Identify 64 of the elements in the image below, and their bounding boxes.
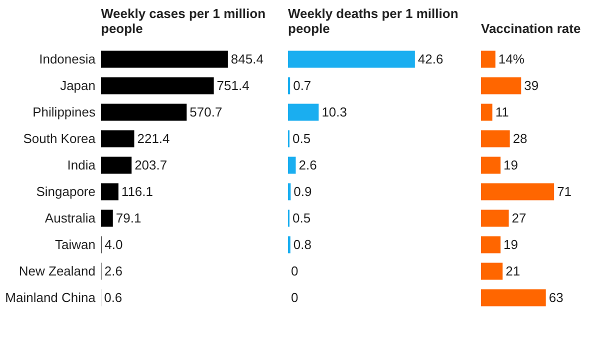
- data-label: 0.9: [294, 184, 312, 199]
- data-label: 116.1: [121, 184, 154, 199]
- data-label: 79.1: [116, 210, 142, 226]
- bar: [481, 50, 496, 68]
- data-label: 0.6: [104, 290, 122, 305]
- y-tick-label: South Korea: [23, 130, 96, 146]
- y-tick-label: Australia: [44, 210, 96, 226]
- data-label: 11: [495, 104, 509, 120]
- data-label: 751.4: [216, 78, 250, 93]
- data-label: 0: [291, 290, 298, 305]
- data-label: 203.7: [134, 157, 168, 172]
- bar: [101, 50, 228, 68]
- data-label: 570.7: [190, 104, 222, 120]
- data-label: 63: [548, 290, 564, 305]
- data-label: 71: [557, 184, 572, 199]
- y-tick-label: New Zealand: [18, 263, 96, 278]
- data-label: 0: [291, 263, 298, 278]
- data-label: 39: [524, 78, 539, 93]
- chart-title: Weekly deaths per 1 million people: [288, 6, 458, 36]
- bar: [288, 156, 296, 174]
- data-label: 19: [504, 236, 518, 252]
- bar: [481, 183, 554, 200]
- y-tick-label: Singapore: [36, 184, 96, 199]
- data-label: 4.0: [104, 236, 123, 252]
- bar: [101, 156, 132, 174]
- bar: [481, 77, 522, 94]
- data-label: 27: [512, 210, 526, 226]
- data-label: 21: [506, 263, 520, 278]
- bar: [481, 210, 509, 227]
- bar: [481, 236, 501, 254]
- data-label: 14%: [498, 51, 525, 66]
- y-tick-label: Japan: [60, 78, 96, 93]
- y-tick-label: India: [67, 157, 96, 172]
- bar: [101, 210, 113, 227]
- bar: [481, 289, 546, 306]
- y-tick-label: Mainland China: [5, 290, 96, 305]
- bar: [288, 50, 415, 68]
- data-label: 19: [504, 157, 518, 172]
- y-tick-label: Indonesia: [39, 51, 96, 66]
- data-label: 221.4: [137, 130, 170, 146]
- bar: [101, 104, 187, 121]
- bar: [481, 262, 503, 280]
- data-label: 0.8: [293, 236, 312, 252]
- bar: [481, 156, 501, 174]
- data-label: 0.5: [292, 210, 311, 226]
- data-label: 2.6: [104, 263, 122, 278]
- y-tick-label: Taiwan: [55, 236, 96, 252]
- bar: [101, 183, 118, 200]
- bar: [288, 104, 319, 121]
- y-tick-label: Philippines: [32, 104, 96, 120]
- data-label: 0.7: [293, 78, 312, 93]
- data-label: 2.6: [298, 157, 317, 172]
- data-label: 0.5: [292, 130, 311, 146]
- bar: [101, 130, 134, 148]
- data-label: 10.3: [322, 104, 347, 120]
- data-label: 845.4: [230, 51, 264, 66]
- bar: [481, 130, 510, 148]
- chart-title: Vaccination rate: [481, 21, 581, 36]
- bar: [288, 183, 291, 200]
- bar: [101, 77, 214, 94]
- data-label: 42.6: [418, 51, 444, 66]
- data-label: 28: [512, 130, 528, 146]
- bar: [481, 104, 492, 121]
- chart-title: Weekly cases per 1 million people: [101, 6, 266, 36]
